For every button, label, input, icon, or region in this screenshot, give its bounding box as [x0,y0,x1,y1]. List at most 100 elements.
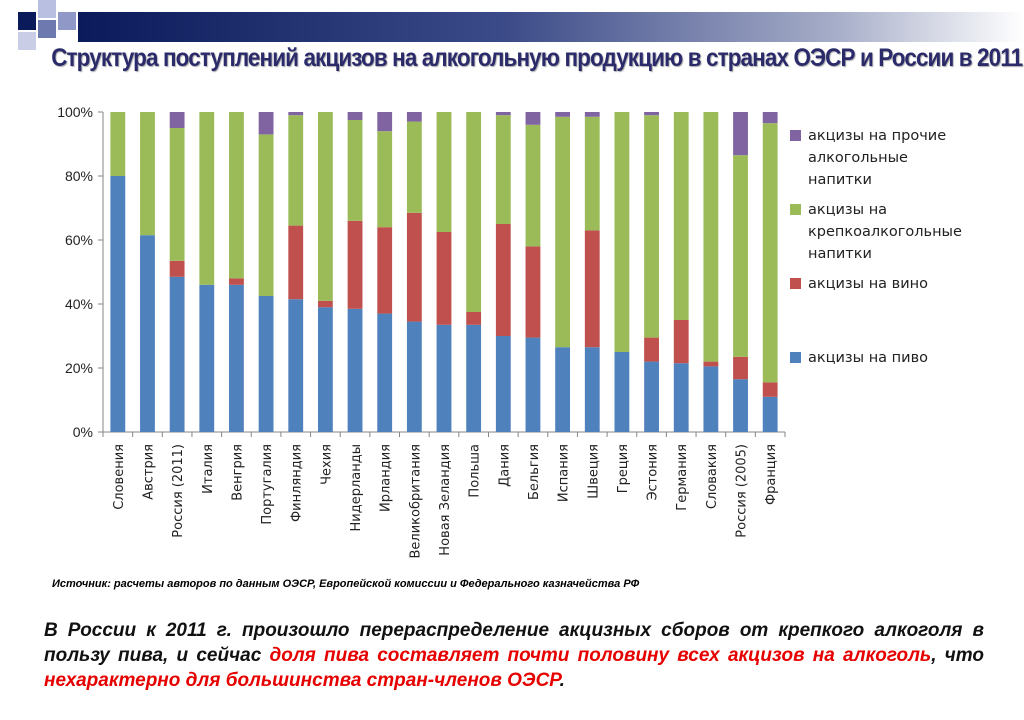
x-tick-label: Португалия [260,444,275,525]
bar-segment [584,112,600,117]
bar-segment [762,396,778,432]
legend-label: акцизы на прочие алкогольные напитки [808,128,946,188]
bar-segment [406,212,422,322]
x-tick-label: Финляндия [290,444,305,522]
x-tick-label: Словакия [705,444,720,509]
x-tick-label: Бельгия [527,444,542,500]
x-tick-label: Австрия [141,444,156,500]
paragraph-text: В России к 2011 г. произошло перераспред… [44,620,984,666]
bar-segment [614,352,630,432]
decor-square [58,12,76,30]
x-tick-label: Дания [497,444,512,487]
x-tick-label: Ирландия [379,444,394,512]
bar-segment [733,155,748,357]
bar-segment [525,337,541,432]
y-tick-label: 0% [73,424,93,440]
bar-segment [495,112,511,116]
legend-swatch [790,352,801,363]
bar-segment [644,361,659,432]
bar-segment [555,112,571,117]
bar-segment [436,112,452,232]
x-tick-label: Германия [675,444,690,511]
bar-segment [288,115,304,226]
y-tick-label: 80% [65,168,93,184]
bar-segment [317,300,333,308]
bar-segment [525,124,541,247]
bar-segment [703,112,719,362]
bar-segment [317,307,333,432]
bar-segment [762,112,778,124]
bar-segment [584,230,600,348]
bar-segment [584,347,600,432]
bar-segment [169,112,185,128]
bar-segment [258,296,274,432]
bar-segment [644,337,659,362]
conclusion-paragraph: В России к 2011 г. произошло перераспред… [44,618,984,693]
bar-segment [673,363,689,432]
bar-segment [555,116,571,348]
bar-segment [169,128,185,261]
bar-segment [377,313,393,432]
bar-segment [644,112,659,116]
bar-segment [733,379,748,432]
paragraph-highlight: доля пива составляет почти половину всех… [269,645,932,666]
bar-segment [140,112,155,236]
bar-segment [406,321,422,432]
bar-segment [110,176,126,432]
bar-segment [555,347,571,432]
bar-segment [525,246,541,338]
x-tick-label: Италия [201,444,216,494]
x-tick-label: Венгрия [230,444,245,501]
bar-segment [347,112,363,120]
header-gradient-bar [78,12,1024,42]
x-tick-label: Словения [112,444,127,510]
bar-segment [703,366,719,432]
y-tick-label: 100% [57,104,93,120]
bar-segment [733,112,748,156]
source-note: Источник: расчеты авторов по данным ОЭСР… [52,578,640,590]
bar-segment [406,121,422,213]
decor-square [18,32,36,50]
bar-segment [406,112,422,122]
bar-segment [495,115,511,224]
x-tick-label: Россия (2005) [735,444,750,538]
bar-segment [495,224,511,336]
legend-label: акцизы на крепкоалкогольные напитки [808,202,962,262]
bar-segment [466,324,482,432]
decor-square [38,0,56,18]
bar-segment [377,112,393,132]
bar-segment [347,120,363,221]
bar-segment [377,131,393,228]
bar-segment [169,260,185,277]
x-tick-label: Чехия [319,444,334,485]
bar-segment [762,382,778,397]
legend-label: акцизы на пиво [808,350,928,366]
legend-swatch [790,278,801,289]
x-tick-label: Нидерланды [349,444,364,532]
bar-segment [229,278,244,285]
paragraph-text: . [559,670,565,691]
x-tick-label: Швеция [586,444,601,499]
bar-segment [199,112,215,285]
bar-segment [525,112,541,125]
legend-swatch [790,204,801,215]
bar-segment [377,227,393,314]
y-tick-label: 20% [65,360,93,376]
bar-segment [258,112,274,135]
x-tick-label: Испания [557,444,572,502]
x-tick-label: Россия (2011) [171,444,186,538]
legend-label: акцизы на вино [808,276,928,292]
bar-segment [229,112,244,279]
bar-segment [436,232,452,325]
bar-segment [317,112,333,301]
bar-segment [762,123,778,383]
bar-segment [673,112,689,320]
x-tick-label: Новая Зеландия [438,444,453,556]
paragraph-text: , что [931,645,985,666]
x-tick-label: Греция [616,444,631,493]
bar-segment [703,361,719,367]
bar-segment [495,336,511,432]
bar-segment [199,284,215,432]
paragraph-highlight: нехарактерно для большинства стран-члено… [44,670,560,691]
bar-segment [673,320,689,364]
